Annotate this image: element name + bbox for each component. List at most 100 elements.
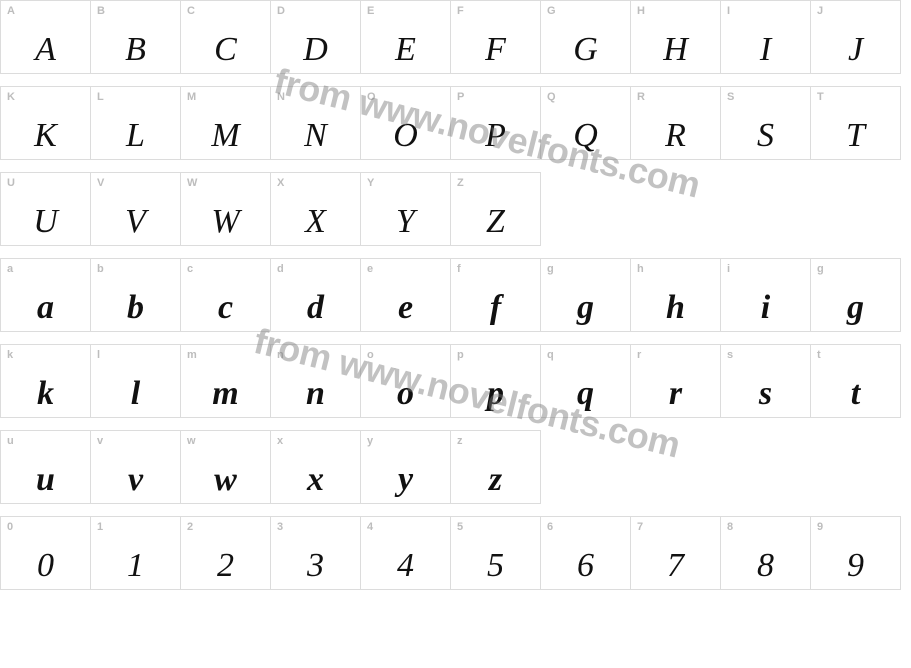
glyph-cell: HH bbox=[630, 0, 721, 74]
cell-glyph: x bbox=[271, 463, 360, 497]
cell-glyph: W bbox=[181, 205, 270, 239]
glyph-cell: 11 bbox=[90, 516, 181, 590]
cell-label: 9 bbox=[817, 521, 823, 533]
glyph-cell: cc bbox=[180, 258, 271, 332]
cell-label: c bbox=[187, 263, 193, 275]
cell-label: C bbox=[187, 5, 195, 17]
glyph-chart: AABBCCDDEEFFGGHHIIJJKKLLMMNNOOPPQQRRSSTT… bbox=[0, 0, 911, 590]
glyph-cell: hh bbox=[630, 258, 721, 332]
cell-label: 7 bbox=[637, 521, 643, 533]
glyph-cell: ss bbox=[720, 344, 811, 418]
cell-label: J bbox=[817, 5, 823, 17]
cell-label: w bbox=[187, 435, 196, 447]
cell-label: M bbox=[187, 91, 196, 103]
cell-label: K bbox=[7, 91, 15, 103]
glyph-cell: ii bbox=[720, 258, 811, 332]
cell-glyph: T bbox=[811, 119, 900, 153]
cell-glyph: d bbox=[271, 291, 360, 325]
glyph-row: kkllmmnnooppqqrrsstt bbox=[0, 344, 911, 418]
cell-label: 1 bbox=[97, 521, 103, 533]
glyph-cell: oo bbox=[360, 344, 451, 418]
glyph-cell: 33 bbox=[270, 516, 361, 590]
cell-glyph: 7 bbox=[631, 549, 720, 583]
cell-glyph: v bbox=[91, 463, 180, 497]
glyph-cell: ZZ bbox=[450, 172, 541, 246]
glyph-cell: kk bbox=[0, 344, 91, 418]
cell-label: x bbox=[277, 435, 283, 447]
cell-label: 8 bbox=[727, 521, 733, 533]
cell-label: Y bbox=[367, 177, 374, 189]
cell-label: g bbox=[547, 263, 554, 275]
glyph-cell: AA bbox=[0, 0, 91, 74]
glyph-cell: RR bbox=[630, 86, 721, 160]
cell-glyph: N bbox=[271, 119, 360, 153]
cell-label: e bbox=[367, 263, 373, 275]
cell-label: p bbox=[457, 349, 464, 361]
cell-glyph: A bbox=[1, 33, 90, 67]
cell-label: g bbox=[817, 263, 824, 275]
cell-glyph: e bbox=[361, 291, 450, 325]
glyph-cell: 88 bbox=[720, 516, 811, 590]
cell-label: y bbox=[367, 435, 373, 447]
cell-label: u bbox=[7, 435, 14, 447]
glyph-cell: ww bbox=[180, 430, 271, 504]
glyph-row: AABBCCDDEEFFGGHHIIJJ bbox=[0, 0, 911, 74]
cell-label: I bbox=[727, 5, 730, 17]
cell-label: i bbox=[727, 263, 730, 275]
glyph-cell: yy bbox=[360, 430, 451, 504]
cell-label: F bbox=[457, 5, 464, 17]
glyph-cell: ee bbox=[360, 258, 451, 332]
cell-label: S bbox=[727, 91, 734, 103]
glyph-cell: BB bbox=[90, 0, 181, 74]
cell-label: 2 bbox=[187, 521, 193, 533]
cell-glyph: Y bbox=[361, 205, 450, 239]
cell-glyph: 4 bbox=[361, 549, 450, 583]
cell-glyph: F bbox=[451, 33, 540, 67]
glyph-row: KKLLMMNNOOPPQQRRSSTT bbox=[0, 86, 911, 160]
cell-label: r bbox=[637, 349, 641, 361]
cell-label: N bbox=[277, 91, 285, 103]
cell-glyph: 2 bbox=[181, 549, 270, 583]
glyph-cell: MM bbox=[180, 86, 271, 160]
cell-glyph: t bbox=[811, 377, 900, 411]
glyph-cell: YY bbox=[360, 172, 451, 246]
cell-label: s bbox=[727, 349, 733, 361]
glyph-row: 00112233445566778899 bbox=[0, 516, 911, 590]
glyph-cell: DD bbox=[270, 0, 361, 74]
cell-label: 5 bbox=[457, 521, 463, 533]
cell-glyph: 6 bbox=[541, 549, 630, 583]
glyph-cell: PP bbox=[450, 86, 541, 160]
glyph-cell: 44 bbox=[360, 516, 451, 590]
glyph-row: uuvvwwxxyyzz bbox=[0, 430, 911, 504]
cell-glyph: O bbox=[361, 119, 450, 153]
cell-glyph: Q bbox=[541, 119, 630, 153]
glyph-cell: XX bbox=[270, 172, 361, 246]
glyph-cell: CC bbox=[180, 0, 271, 74]
cell-label: U bbox=[7, 177, 15, 189]
cell-label: v bbox=[97, 435, 103, 447]
cell-label: Z bbox=[457, 177, 464, 189]
cell-label: l bbox=[97, 349, 100, 361]
cell-label: 3 bbox=[277, 521, 283, 533]
cell-glyph: H bbox=[631, 33, 720, 67]
cell-label: 4 bbox=[367, 521, 373, 533]
glyph-cell: LL bbox=[90, 86, 181, 160]
glyph-cell: NN bbox=[270, 86, 361, 160]
glyph-cell: gg bbox=[540, 258, 631, 332]
glyph-cell: 66 bbox=[540, 516, 631, 590]
cell-glyph: a bbox=[1, 291, 90, 325]
cell-label: T bbox=[817, 91, 824, 103]
cell-glyph: g bbox=[541, 291, 630, 325]
cell-label: 0 bbox=[7, 521, 13, 533]
glyph-cell: QQ bbox=[540, 86, 631, 160]
cell-glyph: o bbox=[361, 377, 450, 411]
cell-glyph: K bbox=[1, 119, 90, 153]
glyph-cell: II bbox=[720, 0, 811, 74]
cell-label: X bbox=[277, 177, 284, 189]
cell-glyph: l bbox=[91, 377, 180, 411]
cell-glyph: b bbox=[91, 291, 180, 325]
cell-glyph: E bbox=[361, 33, 450, 67]
glyph-row: UUVVWWXXYYZZ bbox=[0, 172, 911, 246]
cell-label: b bbox=[97, 263, 104, 275]
cell-glyph: w bbox=[181, 463, 270, 497]
